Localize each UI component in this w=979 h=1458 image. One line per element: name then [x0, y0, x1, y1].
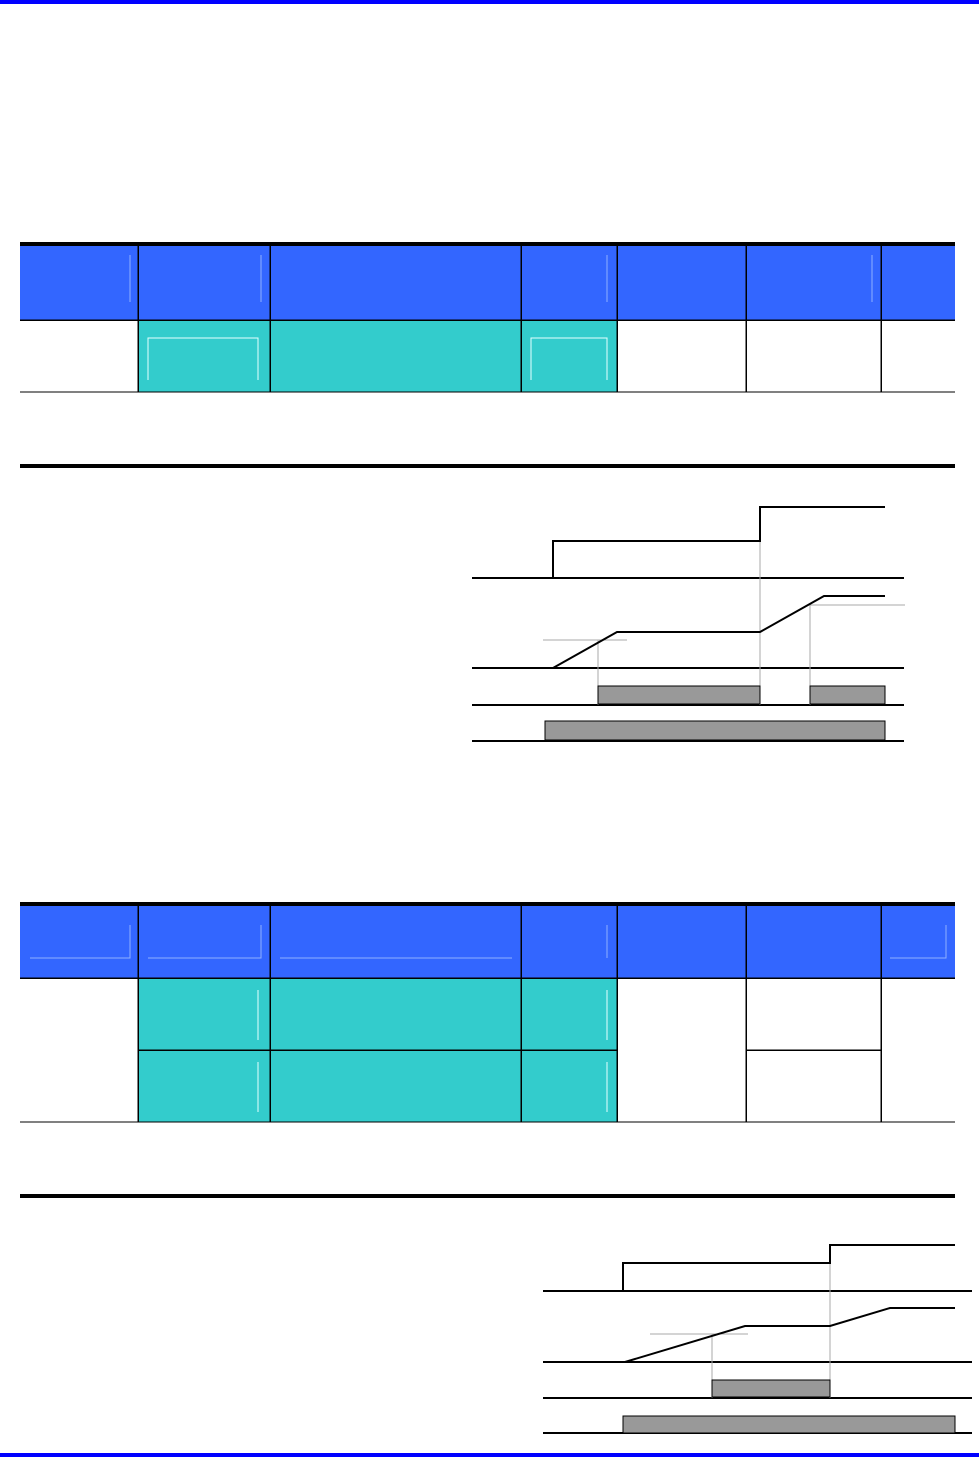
table-header	[20, 246, 955, 320]
table-top-rule	[20, 902, 955, 906]
table-header	[20, 906, 955, 978]
bottom-rule	[0, 1453, 979, 1457]
table-2	[20, 902, 955, 1198]
section-rule	[20, 464, 955, 468]
table-top-rule	[20, 242, 955, 246]
header-bevels	[30, 925, 947, 959]
timing-diagram-1	[472, 506, 905, 742]
input-bevels	[147, 337, 608, 380]
input-bevels	[257, 990, 608, 1112]
timing-diagram-2	[543, 1244, 972, 1434]
table-grid	[20, 246, 955, 393]
section-rule	[20, 1194, 955, 1198]
table-grid	[20, 906, 955, 1123]
header-bevels	[129, 255, 873, 302]
table-1	[20, 242, 955, 468]
top-rule	[0, 0, 979, 4]
input-cells	[139, 320, 617, 392]
